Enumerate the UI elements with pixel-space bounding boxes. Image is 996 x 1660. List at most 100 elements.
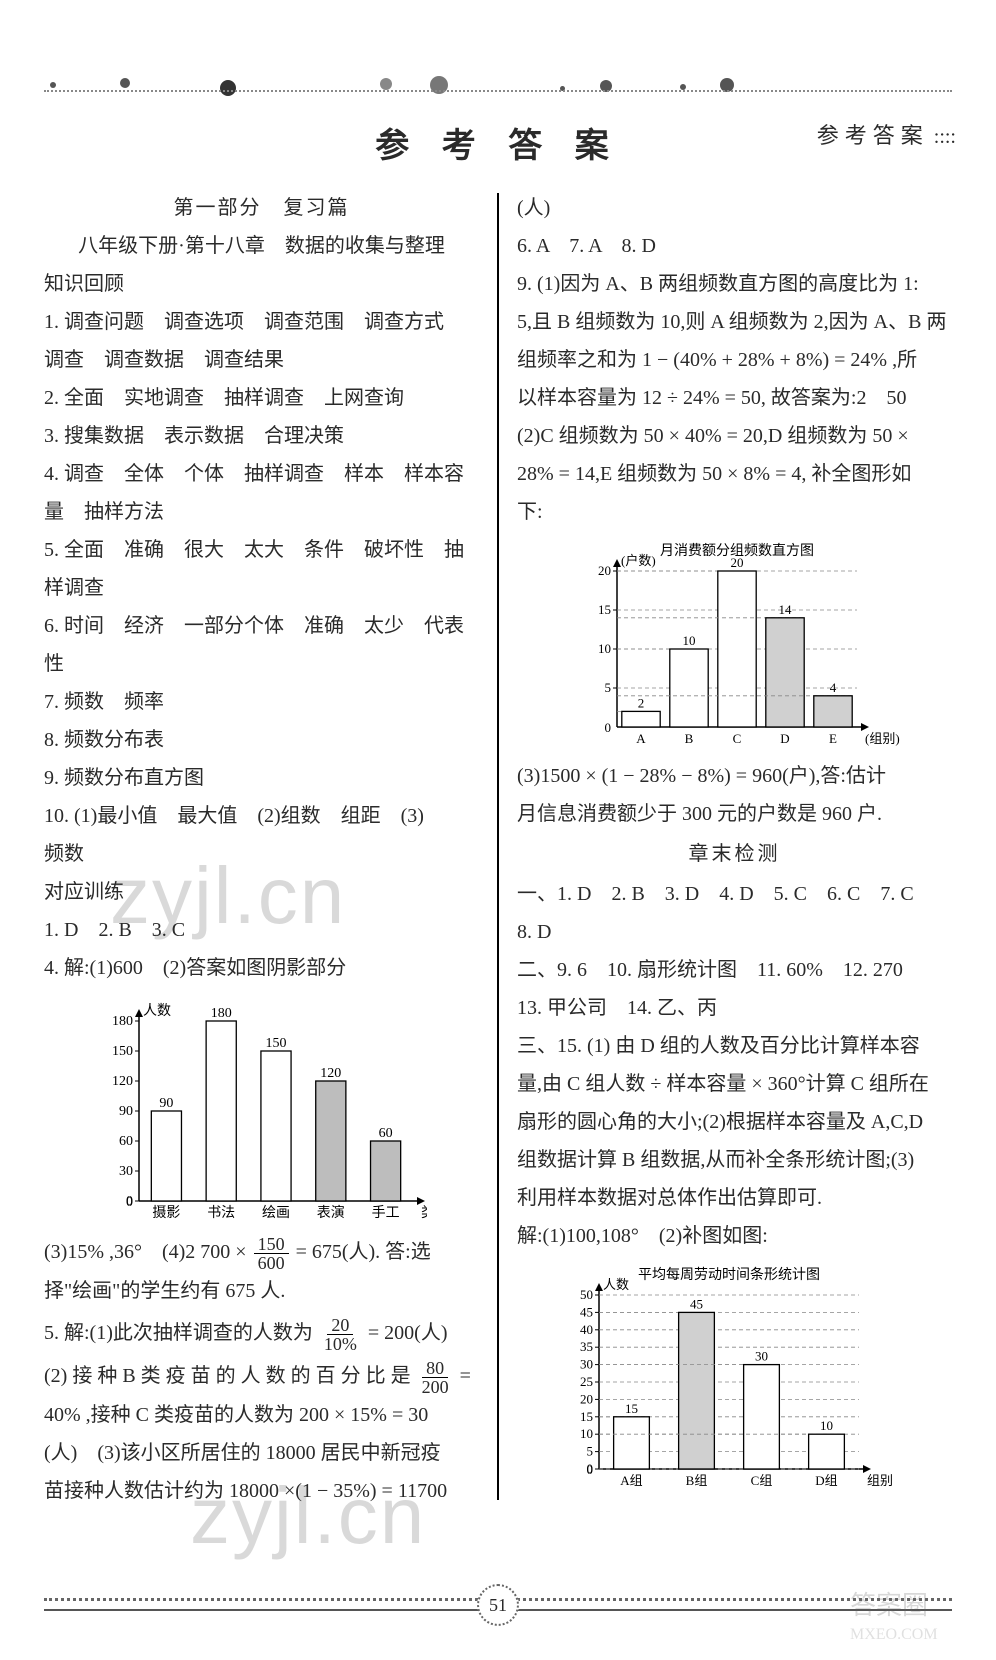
- text-line: 一、1. D 2. B 3. D 4. D 5. C 6. C 7. C: [517, 875, 952, 913]
- svg-text:人数: 人数: [143, 1003, 171, 1019]
- svg-text:手工: 手工: [371, 1205, 399, 1221]
- svg-text:15: 15: [625, 1401, 638, 1416]
- review-item: 5. 全面 准确 很大 太大 条件 破坏性 抽: [44, 531, 479, 569]
- svg-text:15: 15: [598, 602, 611, 617]
- svg-text:书法: 书法: [207, 1205, 235, 1221]
- text-line: 下:: [517, 493, 952, 531]
- svg-text:B组: B组: [686, 1473, 708, 1488]
- text-line: 扇形的圆心角的大小;(2)根据样本容量及 A,C,D: [517, 1103, 952, 1141]
- svg-text:E: E: [829, 731, 837, 746]
- chapter-title: 八年级下册·第十八章 数据的收集与整理: [44, 227, 479, 265]
- svg-text:20: 20: [598, 563, 611, 578]
- train-head: 对应训练: [44, 873, 479, 911]
- review-item: 2. 全面 实地调查 抽样调查 上网查询: [44, 379, 479, 417]
- end-test-head: 章末检测: [517, 835, 952, 873]
- svg-text:平均每周劳动时间条形统计图: 平均每周劳动时间条形统计图: [638, 1266, 820, 1283]
- text-line: 组频率之和为 1 − (40% + 28% + 8%) = 24% ,所: [517, 341, 952, 379]
- part-title: 第一部分 复习篇: [44, 189, 479, 227]
- text-line: 8. D: [517, 913, 952, 951]
- svg-text:(组别): (组别): [865, 731, 900, 746]
- svg-text:20: 20: [731, 555, 744, 570]
- svg-text:10: 10: [683, 633, 696, 648]
- svg-text:A: A: [636, 731, 646, 746]
- text-line: 二、9. 6 10. 扇形统计图 11. 60% 12. 270: [517, 951, 952, 989]
- svg-text:D: D: [780, 731, 789, 746]
- svg-text:0: 0: [605, 720, 612, 735]
- svg-text:150: 150: [112, 1044, 133, 1059]
- text-line: 6. A 7. A 8. D: [517, 227, 952, 265]
- svg-text:0: 0: [126, 1195, 133, 1210]
- train-line: (3)15% ,36° (4)2 700 × 150600 = 675(人). …: [44, 1233, 479, 1272]
- header-decor: [0, 60, 996, 100]
- svg-text:180: 180: [112, 1014, 133, 1029]
- svg-text:4: 4: [830, 680, 837, 695]
- chart-people-by-category: 人数030609012015018090摄影180书法150绘画120表演60手…: [97, 997, 427, 1227]
- svg-text:摄影: 摄影: [152, 1205, 180, 1221]
- text-line: 以样本容量为 12 ÷ 24% = 50, 故答案为:2 50: [517, 379, 952, 417]
- svg-text:30: 30: [119, 1164, 133, 1179]
- svg-text:MXEO.COM: MXEO.COM: [850, 1626, 938, 1643]
- review-item: 8. 频数分布表: [44, 721, 479, 759]
- svg-text:180: 180: [210, 1006, 231, 1021]
- svg-text:A组: A组: [620, 1473, 642, 1488]
- text-line: (3)1500 × (1 − 28% − 8%) = 960(户),答:估计: [517, 757, 952, 795]
- right-column: (人) 6. A 7. A 8. D 9. (1)因为 A、B 两组频数直方图的…: [499, 189, 952, 1510]
- svg-text:答案圈: 答案圈: [850, 1591, 928, 1620]
- svg-text:40: 40: [580, 1322, 593, 1337]
- svg-text:20: 20: [580, 1391, 593, 1406]
- svg-text:90: 90: [159, 1096, 173, 1111]
- svg-text:B: B: [685, 731, 694, 746]
- text-line: (2)C 组频数为 50 × 40% = 20,D 组频数为 50 ×: [517, 417, 952, 455]
- train-line: 择"绘画"的学生约有 675 人.: [44, 1272, 479, 1310]
- review-item: 10. (1)最小值 最大值 (2)组数 组距 (3): [44, 797, 479, 835]
- svg-text:120: 120: [320, 1066, 341, 1081]
- review-head: 知识回顾: [44, 265, 479, 303]
- svg-text:10: 10: [580, 1426, 593, 1441]
- review-item: 调查 调查数据 调查结果: [44, 341, 479, 379]
- svg-text:人数: 人数: [603, 1277, 629, 1292]
- svg-text:组别: 组别: [867, 1473, 893, 1488]
- svg-text:30: 30: [755, 1349, 768, 1364]
- svg-text:D组: D组: [815, 1473, 837, 1488]
- review-item: 频数: [44, 835, 479, 873]
- svg-text:类别: 类别: [421, 1205, 427, 1221]
- chart-weekly-labor-time: 平均每周劳动时间条形统计图人数0510152025303540455015A组4…: [557, 1265, 897, 1495]
- svg-text:C组: C组: [751, 1473, 773, 1488]
- review-item: 样调查: [44, 569, 479, 607]
- text-line: (人): [517, 189, 952, 227]
- page-number: 51: [477, 1584, 519, 1626]
- svg-text:绘画: 绘画: [262, 1205, 290, 1221]
- svg-text:120: 120: [112, 1074, 133, 1089]
- svg-text:(户数): (户数): [621, 553, 656, 568]
- corner-logo: 答案圈 MXEO.COM: [840, 1584, 990, 1654]
- svg-text:150: 150: [265, 1036, 286, 1051]
- header-label: 参考答案 ::::: [817, 118, 956, 150]
- svg-text:45: 45: [690, 1296, 703, 1311]
- review-item: 性: [44, 645, 479, 683]
- text-line: 量,由 C 组人数 ÷ 样本容量 × 360°计算 C 组所在: [517, 1065, 952, 1103]
- train-line: 4. 解:(1)600 (2)答案如图阴影部分: [44, 949, 479, 987]
- text-line: 28% = 14,E 组频数为 50 × 8% = 4, 补全图形如: [517, 455, 952, 493]
- svg-text:15: 15: [580, 1409, 593, 1424]
- review-item: 4. 调查 全体 个体 抽样调查 样本 样本容: [44, 455, 479, 493]
- review-item: 量 抽样方法: [44, 493, 479, 531]
- text-line: 解:(1)100,108° (2)补图如图:: [517, 1217, 952, 1255]
- svg-text:5: 5: [605, 680, 612, 695]
- svg-text:10: 10: [598, 641, 611, 656]
- train-line: 苗接种人数估计约为 18000 ×(1 − 35%) = 11700: [44, 1472, 479, 1510]
- text-line: 三、15. (1) 由 D 组的人数及百分比计算样本容: [517, 1027, 952, 1065]
- chart-monthly-spend-histogram: 月消费额分组频数直方图(户数)51015202A10B20C14D4E0(组别): [577, 541, 907, 751]
- svg-text:0: 0: [587, 1462, 594, 1477]
- text-line: 13. 甲公司 14. 乙、丙: [517, 989, 952, 1027]
- svg-text:35: 35: [580, 1339, 593, 1354]
- svg-text:C: C: [733, 731, 742, 746]
- review-item: 3. 搜集数据 表示数据 合理决策: [44, 417, 479, 455]
- text-line: 5,且 B 组频数为 10,则 A 组频数为 2,因为 A、B 两: [517, 303, 952, 341]
- train-line: (人) (3)该小区所居住的 18000 居民中新冠疫: [44, 1434, 479, 1472]
- review-item: 9. 频数分布直方图: [44, 759, 479, 797]
- svg-text:25: 25: [580, 1374, 593, 1389]
- train-line: 5. 解:(1)此次抽样调查的人数为 2010% = 200(人): [44, 1314, 479, 1353]
- svg-text:10: 10: [820, 1418, 833, 1433]
- text-line: 组数据计算 B 组数据,从而补全条形统计图;(3): [517, 1141, 952, 1179]
- svg-text:表演: 表演: [316, 1205, 344, 1221]
